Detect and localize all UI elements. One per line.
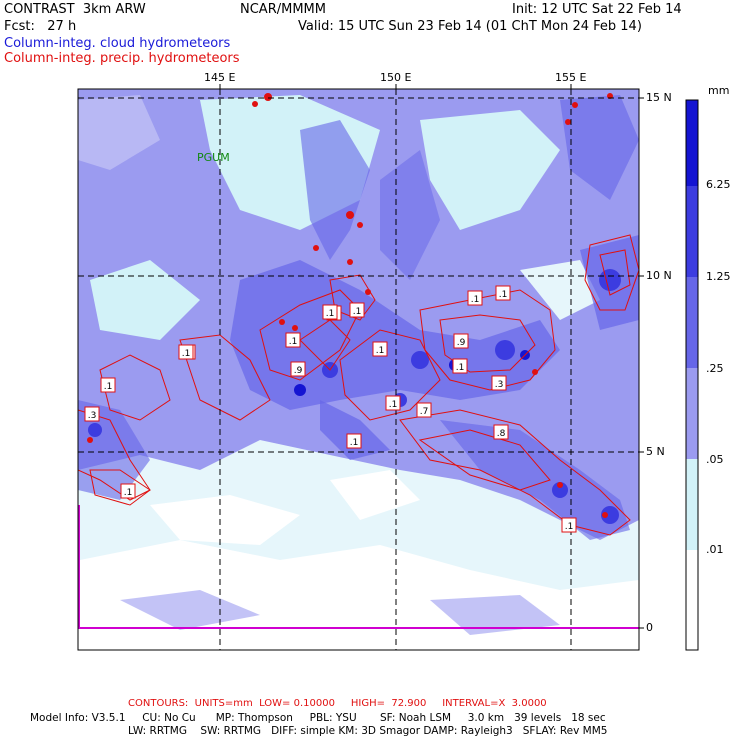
svg-text:.3: .3 [495, 380, 504, 390]
map-frame [77, 88, 640, 651]
contour-label: .1 [285, 332, 301, 348]
svg-text:.1: .1 [104, 382, 113, 392]
svg-text:.9: .9 [457, 338, 466, 348]
contour-label: .1 [452, 358, 468, 374]
latlon-grid [78, 89, 639, 650]
svg-text:.1: .1 [350, 438, 359, 448]
svg-text:.1: .1 [376, 346, 385, 356]
colorbar-label-1: 6.25 [706, 178, 731, 191]
lat-label-5n: 5 N [646, 445, 665, 458]
contour-label: .1 [120, 483, 136, 499]
contour-label: .1 [385, 395, 401, 411]
svg-text:.3: .3 [88, 411, 97, 421]
lat-label-15n: 15 N [646, 91, 672, 104]
svg-text:.8: .8 [497, 429, 506, 439]
svg-text:.1: .1 [471, 295, 480, 305]
forecast-hour: Fcst: 27 h [4, 19, 77, 34]
colorbar-label-4: .05 [706, 453, 724, 466]
svg-text:.1: .1 [499, 290, 508, 300]
svg-text:.1: .1 [456, 363, 465, 373]
svg-text:.1: .1 [326, 309, 335, 319]
field-cloud-label: Column-integ. cloud hydrometeors [4, 36, 231, 51]
valid-time: Valid: 15 UTC Sun 23 Feb 14 (01 ChT Mon … [298, 19, 642, 34]
contour-label: .1 [178, 344, 194, 360]
model-info-line1: Model Info: V3.5.1 CU: No Cu MP: Thompso… [30, 712, 606, 724]
axis-ticks [219, 84, 644, 629]
cloud-field [78, 95, 639, 650]
svg-text:.1: .1 [389, 400, 398, 410]
svg-text:.7: .7 [420, 407, 429, 417]
colorbar-unit: mm [708, 84, 730, 97]
colorbar-bin-5 [686, 459, 698, 550]
colorbar-label-5: .01 [706, 543, 724, 556]
init-time: Init: 12 UTC Sat 22 Feb 14 [512, 2, 682, 17]
contour-label-group: .1.1.1.1.1.1.9.1.1.3.1.1.1.9.1.1.1.3.7.1… [84, 285, 577, 533]
svg-text:.1: .1 [124, 488, 133, 498]
lon-label-155: 155 E [555, 71, 587, 84]
contour-label: .7 [416, 402, 432, 418]
lat-label-equator: 0 [646, 621, 653, 634]
contour-label: .1 [561, 517, 577, 533]
heavy-precip-cells [87, 93, 613, 518]
colorbar-bin-1 [686, 100, 698, 186]
svg-text:.1: .1 [565, 522, 574, 532]
contour-label: .1 [322, 304, 338, 320]
contour-label: .1 [100, 377, 116, 393]
lon-label-150: 150 E [380, 71, 412, 84]
model-info-line2: LW: RRTMG SW: RRTMG DIFF: simple KM: 3D … [128, 725, 608, 737]
colorbar-label-3: .25 [706, 362, 724, 375]
svg-text:.9: .9 [294, 366, 303, 376]
contour-label: .1 [495, 285, 511, 301]
svg-text:.1: .1 [182, 349, 191, 359]
svg-text:.1: .1 [289, 337, 298, 347]
station-label: PGUM [197, 151, 230, 164]
contour-label: .9 [453, 333, 469, 349]
svg-text:.1: .1 [353, 307, 362, 317]
contour-label: .1 [372, 341, 388, 357]
lat-label-10n: 10 N [646, 269, 672, 282]
contour-label: .9 [290, 361, 306, 377]
contour-label: .8 [493, 424, 509, 440]
contour-label: .1 [346, 433, 362, 449]
contours-info: CONTOURS: UNITS=mm LOW= 0.10000 HIGH= 72… [128, 698, 547, 709]
contour-label: .3 [84, 406, 100, 422]
field-precip-label: Column-integ. precip. hydrometeors [4, 51, 240, 66]
colorbar-bin-6 [686, 550, 698, 650]
colorbar-bin-4 [686, 368, 698, 459]
colorbar [685, 99, 699, 651]
organization: NCAR/MMMM [240, 2, 326, 17]
colorbar-frame [685, 99, 699, 651]
lon-label-145: 145 E [204, 71, 236, 84]
contour-label: .1 [467, 290, 483, 306]
colorbar-label-2: 1.25 [706, 270, 731, 283]
contour-label: .1 [349, 302, 365, 318]
precip-contours [78, 234, 639, 536]
colorbar-bin-3 [686, 277, 698, 368]
contour-label: .3 [491, 375, 507, 391]
model-title: CONTRAST 3km ARW [4, 2, 146, 17]
colorbar-bin-2 [686, 186, 698, 277]
